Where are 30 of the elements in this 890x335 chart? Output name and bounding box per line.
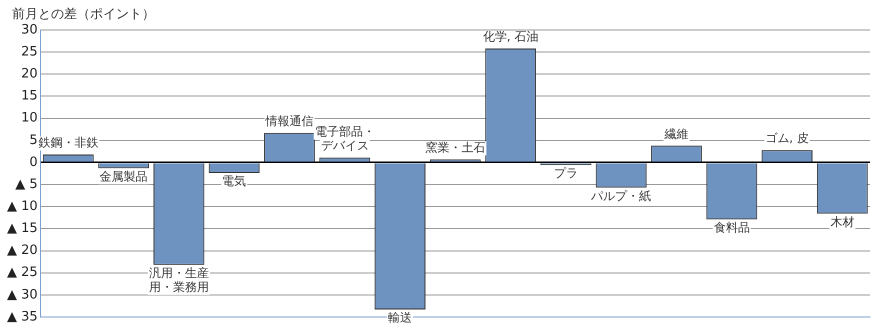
y-tick-label: ▲ 35 <box>7 309 38 324</box>
y-tick-label: 15 <box>21 88 38 104</box>
y-axis-title: 前月との差（ポイント） <box>12 6 155 22</box>
y-tick-label: ▲ 30 <box>7 287 38 302</box>
y-tick-label: ▲ 15 <box>7 221 38 236</box>
x-tick-label: プラ <box>554 166 578 180</box>
y-tick-label: 20 <box>21 66 38 82</box>
y-tick-label: 0 <box>29 154 38 170</box>
y-tick-label: ▲ 20 <box>7 243 38 258</box>
y-tick-label: 10 <box>21 110 38 126</box>
x-tick-label: 電子部品・デバイス <box>314 124 375 153</box>
x-tick-label: 食料品 <box>714 220 750 235</box>
y-tick-label: ▲ 25 <box>7 265 38 280</box>
x-tick-label: 繊維 <box>663 126 688 141</box>
y-tick-label: ▲ 5 <box>15 176 38 192</box>
x-tick-label: パルプ・紙 <box>590 188 652 203</box>
x-tick-label: 化学, 石油 <box>482 30 538 44</box>
x-tick-label: 窯業・土石 <box>425 140 486 154</box>
x-tick-label: 鉄鋼・非鉄 <box>38 136 98 150</box>
x-tick-label: 金属製品 <box>100 169 148 184</box>
y-tick-label: 25 <box>21 44 38 60</box>
x-tick-label: 輸送 <box>388 310 412 325</box>
x-tick-label: ゴム, 皮 <box>765 131 809 146</box>
x-tick-label: 木材 <box>830 214 854 229</box>
y-tick-label: ▲ 10 <box>7 198 38 214</box>
y-tick-label: 5 <box>29 132 38 148</box>
y-tick-label: 30 <box>21 22 38 38</box>
x-tick-label: 情報通信 <box>264 114 314 128</box>
x-tick-label: 汎用・生産用・業務用 <box>148 266 209 294</box>
x-tick-label: 電気 <box>222 174 246 188</box>
